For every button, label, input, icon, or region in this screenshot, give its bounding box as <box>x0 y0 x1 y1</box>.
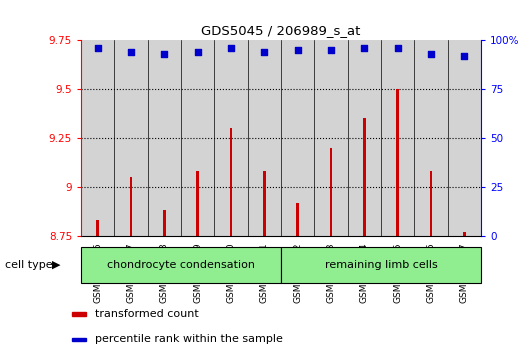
Point <box>293 47 302 53</box>
Bar <box>72 312 86 315</box>
Text: ▶: ▶ <box>52 260 61 270</box>
Text: cell type: cell type <box>5 260 53 270</box>
Point <box>427 51 435 57</box>
Point <box>127 49 135 54</box>
Bar <box>263 171 266 236</box>
Point <box>94 45 102 51</box>
Bar <box>147 40 181 236</box>
Text: transformed count: transformed count <box>95 309 198 319</box>
Text: percentile rank within the sample: percentile rank within the sample <box>95 334 282 344</box>
Bar <box>197 171 199 236</box>
Point <box>260 49 269 54</box>
Point <box>160 51 168 57</box>
Bar <box>281 247 481 283</box>
Title: GDS5045 / 206989_s_at: GDS5045 / 206989_s_at <box>201 24 361 37</box>
Point <box>194 49 202 54</box>
Bar <box>163 211 166 236</box>
Bar <box>72 338 86 341</box>
Bar <box>463 232 466 236</box>
Bar <box>214 40 248 236</box>
Point <box>360 45 369 51</box>
Bar <box>181 40 214 236</box>
Bar <box>248 40 281 236</box>
Bar <box>115 40 147 236</box>
Bar <box>130 177 132 236</box>
Point <box>460 53 469 58</box>
Bar <box>81 40 115 236</box>
Bar <box>96 220 99 236</box>
Point <box>227 45 235 51</box>
Bar <box>348 40 381 236</box>
Bar <box>81 247 281 283</box>
Bar <box>381 40 414 236</box>
Bar <box>314 40 348 236</box>
Bar <box>448 40 481 236</box>
Text: chondrocyte condensation: chondrocyte condensation <box>107 260 255 270</box>
Bar <box>281 40 314 236</box>
Text: remaining limb cells: remaining limb cells <box>325 260 438 270</box>
Bar <box>363 118 366 236</box>
Point <box>394 45 402 51</box>
Point <box>327 47 335 53</box>
Bar <box>430 171 433 236</box>
Bar <box>230 128 232 236</box>
Bar <box>297 203 299 236</box>
Bar <box>415 40 448 236</box>
Bar <box>396 89 399 236</box>
Bar <box>330 148 333 236</box>
